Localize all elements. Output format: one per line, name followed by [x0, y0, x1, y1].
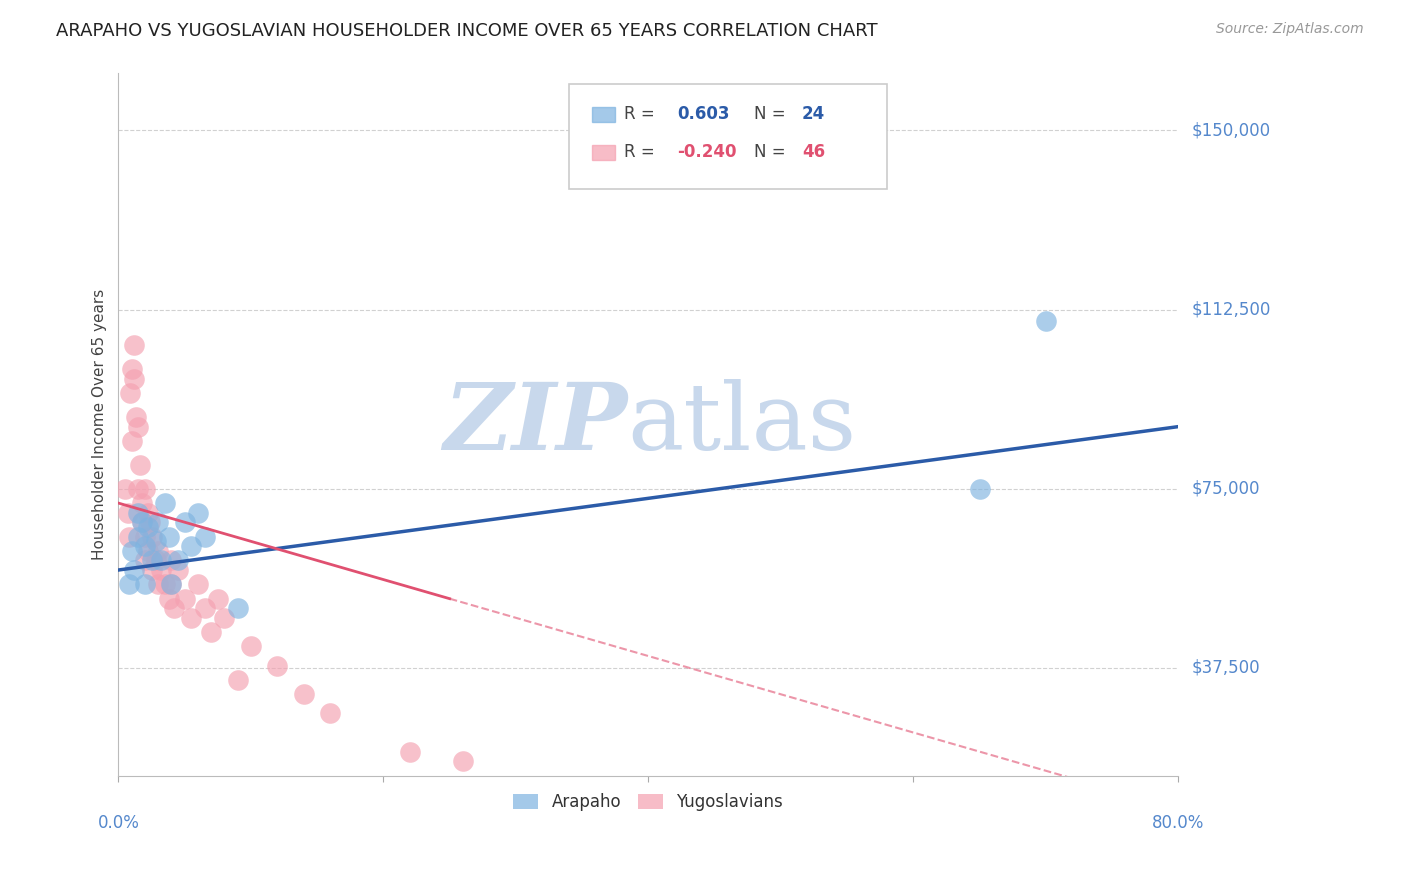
Point: [180, 539, 202, 553]
Point: [148, 515, 170, 529]
Point: [134, 577, 156, 591]
Point: [187, 506, 209, 520]
Text: -0.240: -0.240: [676, 144, 737, 161]
Point: [200, 625, 222, 640]
Point: [118, 530, 141, 544]
Text: $75,000: $75,000: [1192, 480, 1261, 498]
Point: [141, 563, 163, 577]
Text: 46: 46: [801, 144, 825, 161]
Point: [319, 706, 342, 721]
Point: [180, 611, 202, 625]
Point: [149, 553, 172, 567]
Point: [127, 419, 149, 434]
Text: 80.0%: 80.0%: [1152, 814, 1205, 832]
Text: 0.603: 0.603: [676, 105, 730, 123]
Point: [139, 515, 162, 529]
Point: [157, 530, 180, 544]
Text: Source: ZipAtlas.com: Source: ZipAtlas.com: [1216, 22, 1364, 37]
Point: [127, 506, 149, 520]
Point: [128, 458, 150, 472]
Point: [173, 515, 195, 529]
Point: [266, 658, 288, 673]
Point: [134, 530, 156, 544]
Point: [114, 482, 136, 496]
Point: [127, 530, 149, 544]
Text: $112,500: $112,500: [1192, 301, 1271, 318]
Bar: [592, 107, 616, 122]
Point: [145, 553, 167, 567]
Point: [136, 506, 159, 520]
Y-axis label: Householder Income Over 65 years: Householder Income Over 65 years: [93, 289, 107, 560]
Point: [131, 515, 153, 529]
Legend: Arapaho, Yugoslavians: Arapaho, Yugoslavians: [506, 787, 790, 818]
Point: [124, 338, 146, 352]
Point: [141, 530, 163, 544]
Text: atlas: atlas: [627, 379, 856, 469]
Text: N =: N =: [754, 144, 792, 161]
Point: [239, 640, 262, 654]
Point: [207, 591, 229, 606]
Point: [134, 539, 156, 553]
Text: R =: R =: [624, 105, 659, 123]
Point: [226, 601, 249, 615]
Point: [148, 544, 170, 558]
Text: N =: N =: [754, 105, 792, 123]
Point: [226, 673, 249, 687]
FancyBboxPatch shape: [569, 84, 887, 189]
Point: [145, 534, 167, 549]
Point: [160, 577, 183, 591]
Point: [167, 553, 190, 567]
Point: [134, 482, 156, 496]
Point: [124, 372, 146, 386]
Point: [160, 577, 183, 591]
Point: [153, 496, 176, 510]
Point: [214, 611, 236, 625]
Point: [292, 687, 315, 701]
Point: [193, 530, 215, 544]
Point: [131, 515, 153, 529]
Point: [149, 563, 172, 577]
Point: [118, 577, 141, 591]
Point: [136, 520, 159, 534]
Point: [148, 577, 170, 591]
Point: [136, 544, 159, 558]
Point: [193, 601, 215, 615]
Text: ZIP: ZIP: [443, 379, 627, 469]
Point: [121, 434, 143, 448]
Point: [167, 563, 190, 577]
Point: [121, 362, 143, 376]
Point: [451, 754, 474, 768]
Text: $37,500: $37,500: [1192, 659, 1261, 677]
Text: ARAPAHO VS YUGOSLAVIAN HOUSEHOLDER INCOME OVER 65 YEARS CORRELATION CHART: ARAPAHO VS YUGOSLAVIAN HOUSEHOLDER INCOM…: [56, 22, 877, 40]
Point: [117, 506, 139, 520]
Point: [1035, 314, 1057, 328]
Point: [120, 386, 142, 401]
Bar: [592, 145, 616, 160]
Point: [160, 553, 183, 567]
Point: [157, 591, 180, 606]
Text: 0.0%: 0.0%: [97, 814, 139, 832]
Point: [127, 482, 149, 496]
Text: $150,000: $150,000: [1192, 121, 1271, 139]
Point: [124, 563, 146, 577]
Point: [173, 591, 195, 606]
Point: [153, 577, 176, 591]
Point: [134, 553, 156, 567]
Point: [969, 482, 991, 496]
Point: [399, 745, 422, 759]
Point: [131, 496, 153, 510]
Point: [124, 410, 146, 425]
Text: 24: 24: [801, 105, 825, 123]
Point: [187, 577, 209, 591]
Point: [163, 601, 186, 615]
Text: R =: R =: [624, 144, 659, 161]
Point: [141, 553, 163, 567]
Point: [121, 544, 143, 558]
